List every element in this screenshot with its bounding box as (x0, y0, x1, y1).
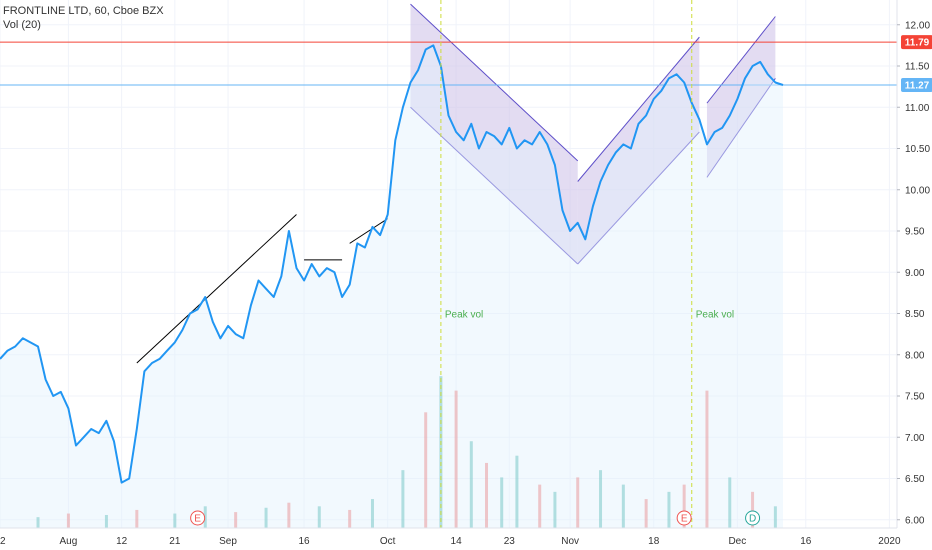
y-tick-label: 11.00 (905, 103, 930, 114)
volume-bar (36, 517, 40, 528)
y-tick-label: 8.50 (905, 309, 925, 320)
x-tick-label: Nov (561, 536, 579, 547)
y-tick-label: 9.50 (905, 227, 925, 238)
annotations: Peak vol Peak vol (440, 0, 734, 528)
volume-bars (36, 376, 777, 528)
volume-bar (576, 477, 580, 528)
symbol-legend[interactable]: FRONTLINE LTD, 60, Cboe BZX (3, 5, 164, 17)
volume-bar (287, 502, 291, 528)
x-tick-label: 2020 (878, 536, 901, 547)
trendline (136, 214, 297, 364)
price-series (0, 44, 784, 529)
volume-legend[interactable]: Vol (20) (3, 19, 41, 31)
volume-bar (485, 462, 489, 528)
volume-bar (751, 491, 755, 528)
horizontal-lines[interactable]: 11.79 11.27 (0, 35, 932, 92)
x-tick-label: 22 (0, 536, 6, 547)
y-tick-label: 10.00 (905, 185, 930, 196)
peak-vol-label: Peak vol (696, 310, 734, 321)
ascending-channel-1-fill (577, 37, 700, 264)
x-tick-label: Aug (60, 536, 78, 547)
volume-bar (553, 491, 557, 528)
volume-bar (439, 376, 443, 528)
volume-bar (644, 499, 648, 528)
ascending-channel-2-fill (706, 16, 776, 178)
ascending-channel-1-upper (577, 36, 700, 182)
volume-bar (599, 470, 603, 528)
y-tick-label: 10.50 (905, 144, 930, 155)
event-badge-label: D (749, 514, 756, 525)
volume-bar (621, 484, 625, 528)
ascending-channel-2-upper (706, 16, 776, 104)
volume-bar (173, 513, 177, 528)
x-tick-label: Sep (219, 536, 237, 547)
x-tick-label: 16 (299, 536, 311, 547)
volume-bar (104, 514, 108, 528)
event-badge-label: E (194, 514, 201, 525)
volume-bar (454, 390, 458, 528)
y-tick-label: 7.00 (905, 433, 925, 444)
descending-channel-lower (410, 106, 579, 265)
peak-vol-label: Peak vol (445, 310, 483, 321)
resistance-label: 11.79 (905, 38, 930, 49)
y-tick-label: 7.50 (905, 392, 925, 403)
volume-bar (264, 507, 268, 528)
x-tick-label: Oct (380, 536, 396, 547)
y-tick-label: 11.50 (905, 62, 930, 73)
volume-bar (234, 512, 238, 528)
volume-bar (317, 506, 321, 528)
x-tick-label: 21 (169, 536, 181, 547)
ascending-channel-1-lower (577, 131, 700, 265)
volume-bar (401, 470, 405, 528)
volume-bar (203, 506, 207, 528)
volume-bar (728, 477, 732, 528)
volume-bar (370, 499, 374, 528)
y-tick-label: 6.50 (905, 474, 925, 485)
ascending-channel-2-lower (706, 78, 776, 178)
trendline (349, 218, 388, 244)
volume-bar (469, 441, 473, 528)
event-badge-D (745, 510, 761, 526)
volume-bar (705, 390, 709, 528)
volume-bar (424, 412, 428, 528)
descending-channel-upper (410, 3, 579, 162)
y-tick-label: 6.00 (905, 515, 925, 526)
x-tick-label: 14 (451, 536, 463, 547)
price-axis[interactable]: 12.00 11.50 11.00 10.50 10.00 9.50 9.00 8.50 8.0… (896, 0, 930, 528)
volume-bar (667, 491, 671, 528)
y-tick-label: 12.00 (905, 20, 930, 31)
volume-bar (773, 506, 777, 528)
volume-bar (682, 484, 686, 528)
volume-bar (515, 455, 519, 528)
x-tick-label: Dec (728, 536, 746, 547)
event-badge-E (190, 510, 206, 526)
event-badge-label: E (681, 514, 688, 525)
volume-bar (135, 509, 139, 528)
price-area (0, 45, 783, 529)
price-line (0, 44, 784, 484)
x-tick-label: 18 (648, 536, 660, 547)
resistance-label-bg (901, 35, 932, 50)
chart-grid (0, 0, 897, 528)
event-badge-E (676, 510, 692, 526)
volume-bar (66, 513, 70, 528)
descending-channel-fill (410, 4, 578, 264)
x-tick-label: 16 (800, 536, 812, 547)
support-label: 11.27 (905, 80, 930, 91)
support-label-bg (901, 77, 932, 92)
volume-bar (500, 477, 504, 528)
trendline-drawings[interactable] (136, 214, 388, 364)
volume-bar (538, 484, 542, 528)
y-tick-label: 9.00 (905, 268, 925, 279)
x-tick-label: 23 (504, 536, 516, 547)
x-tick-label: 12 (116, 536, 128, 547)
volume-bar (348, 509, 352, 528)
channel-drawings[interactable] (410, 3, 776, 265)
y-tick-label: 8.00 (905, 350, 925, 361)
time-axis[interactable]: 22 Aug 12 21 Sep 16 Oct 14 23 Nov 18 Dec 16 2020 (0, 527, 901, 547)
